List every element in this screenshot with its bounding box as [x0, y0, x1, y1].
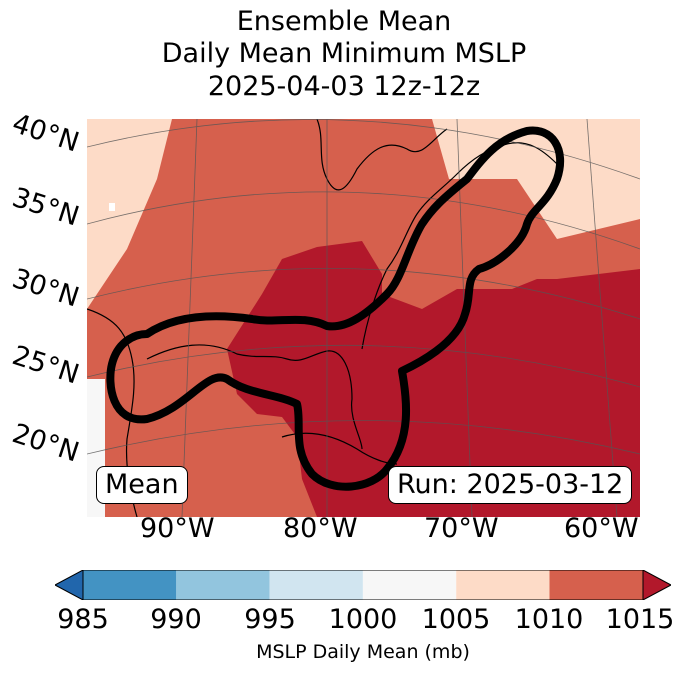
- colorbar-tick-1000: 1000: [328, 604, 398, 635]
- graticule: [87, 119, 640, 517]
- title-line-2: Daily Mean Minimum MSLP: [161, 38, 527, 69]
- colorbar-label: MSLP Daily Mean (mb): [256, 641, 470, 663]
- lat-label-30: 30°N: [8, 263, 83, 314]
- colorbar-segment: [269, 570, 363, 600]
- colorbar-segment: [176, 570, 270, 600]
- lon-label-90: 90°W: [140, 513, 215, 544]
- colorbar-tick-995: 995: [244, 604, 296, 635]
- colorbar-extend-high: [642, 570, 671, 600]
- pressure-zone-1015: [227, 241, 640, 517]
- colorbar-frame: [82, 570, 644, 600]
- mean-badge: Mean: [96, 466, 188, 504]
- lon-label-80: 80°W: [283, 513, 358, 544]
- lat-label-20: 20°N: [8, 418, 83, 469]
- coastline: [87, 119, 558, 517]
- lat-label-35: 35°N: [8, 182, 83, 233]
- colorbar-segment: [83, 570, 177, 600]
- colorbar: [55, 570, 671, 600]
- lon-label-60: 60°W: [564, 513, 639, 544]
- colorbar-tick-1015: 1015: [605, 604, 675, 635]
- cuba-island: [281, 432, 398, 465]
- colorbar-tick-1010: 1010: [514, 604, 584, 635]
- colorbar-tick-1005: 1005: [421, 604, 491, 635]
- colorbar-tick-985: 985: [57, 604, 109, 635]
- pressure-map: [87, 119, 640, 517]
- colorbar-tick-990: 990: [150, 604, 202, 635]
- land-mask-patch: [109, 203, 115, 211]
- colorbar-extend-low: [55, 570, 84, 600]
- lon-label-70: 70°W: [424, 513, 499, 544]
- lat-label-25: 25°N: [8, 340, 83, 391]
- contour-line: [106, 126, 565, 491]
- title-line-1: Ensemble Mean: [236, 6, 452, 37]
- lat-label-40: 40°N: [8, 108, 83, 159]
- run-date-badge: Run: 2025-03-12: [388, 466, 633, 504]
- colorbar-segment: [362, 570, 457, 600]
- title-line-3: 2025-04-03 12z-12z: [207, 71, 481, 102]
- colorbar-segment: [549, 570, 643, 600]
- colorbar-segment: [456, 570, 550, 600]
